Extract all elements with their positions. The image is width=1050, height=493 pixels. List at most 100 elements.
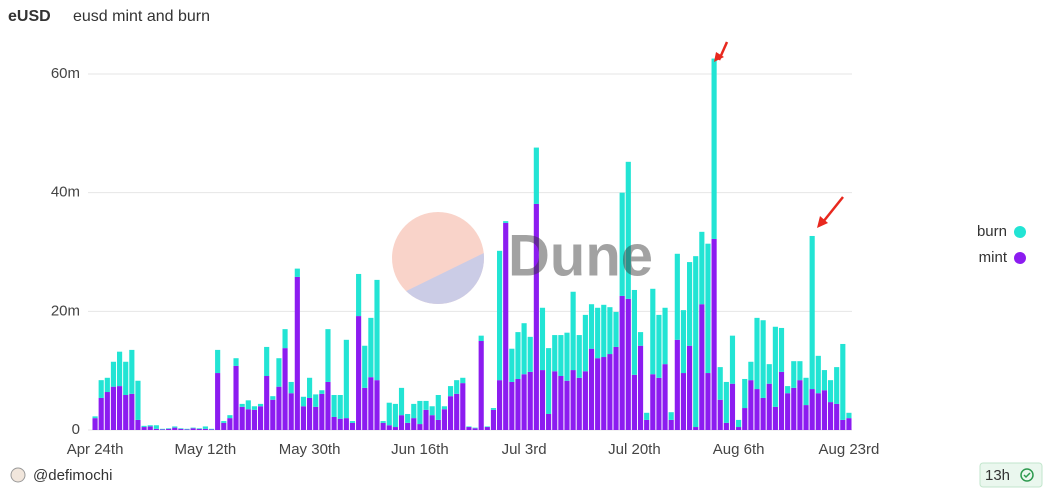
y-tick-label: 40m: [51, 184, 80, 201]
bar-mint: [778, 371, 785, 430]
x-tick-label: May 30th: [279, 441, 341, 458]
x-tick-label: Aug 6th: [713, 441, 765, 458]
bar-mint: [227, 418, 233, 430]
bar-mint: [386, 425, 392, 430]
bar-burn: [546, 348, 552, 414]
bar-burn: [644, 412, 650, 420]
bar-mint: [282, 348, 288, 430]
bar-burn: [772, 326, 778, 407]
bar-mint: [693, 427, 699, 430]
bar-mint: [104, 392, 110, 430]
bar-burn: [803, 377, 809, 406]
bar-burn: [821, 370, 827, 391]
bar-mint: [190, 428, 196, 430]
x-tick-label: Jul 3rd: [502, 441, 547, 458]
x-tick-label: Aug 23rd: [818, 441, 879, 458]
bar-burn: [533, 147, 539, 204]
bar-mint: [368, 377, 374, 430]
bar-burn: [601, 304, 607, 358]
bar-burn: [729, 335, 736, 384]
x-tick-label: Jun 16th: [391, 441, 449, 458]
bar-burn: [613, 311, 619, 347]
bar-burn: [619, 192, 625, 296]
bar-burn: [827, 380, 834, 403]
bar-burn: [785, 386, 791, 394]
bar-burn: [313, 394, 319, 407]
bar-mint: [742, 408, 748, 430]
watermark: Dune: [392, 212, 653, 304]
bar-mint: [791, 387, 797, 430]
bar-burn: [92, 416, 98, 419]
bar-burn: [588, 304, 595, 349]
bar-mint: [374, 380, 380, 430]
bar-burn: [233, 358, 239, 366]
bar-mint: [582, 371, 588, 430]
legend-label[interactable]: burn: [977, 223, 1007, 240]
bar-mint: [644, 419, 650, 430]
bar-burn: [227, 415, 233, 419]
bar-burn: [478, 335, 484, 341]
bar-mint: [435, 419, 441, 430]
dashboard-name[interactable]: eUSD: [8, 8, 51, 25]
bar-burn: [307, 377, 313, 398]
bar-burn: [760, 320, 766, 398]
bar-burn: [736, 419, 742, 428]
bar-burn: [208, 428, 215, 430]
bar-mint: [564, 380, 570, 430]
bar-burn: [276, 358, 282, 387]
bar-mint: [178, 428, 184, 430]
bar-mint: [472, 428, 478, 430]
bar-mint: [405, 422, 411, 430]
y-tick-label: 20m: [51, 302, 80, 319]
watermark-text: Dune: [508, 223, 653, 288]
bar-mint: [153, 428, 159, 430]
bar-mint: [840, 419, 846, 430]
bar-burn: [778, 327, 785, 372]
bar-burn: [539, 307, 546, 371]
bar-burn: [392, 403, 398, 428]
bar-burn: [417, 400, 423, 425]
bar-mint: [533, 203, 539, 430]
y-tick-label: 60m: [51, 65, 80, 82]
bar-mint: [110, 386, 117, 430]
bar-mint: [785, 393, 791, 430]
bar-burn: [748, 361, 754, 381]
bar-mint: [215, 373, 221, 430]
bar-burn: [564, 332, 570, 381]
bar-burn: [466, 426, 472, 428]
annotation-arrows: [714, 41, 844, 228]
bar-burn: [184, 428, 190, 430]
bar-burn: [809, 235, 815, 390]
bar-burn: [815, 355, 821, 394]
bar-mint: [711, 238, 717, 430]
bar-mint: [705, 373, 711, 430]
legend: burn mint: [977, 223, 1026, 266]
bar-mint: [729, 383, 736, 430]
bar-burn: [239, 403, 245, 407]
bar-burn: [454, 380, 460, 394]
bar-mint: [809, 389, 815, 430]
bar-mint: [441, 409, 447, 430]
bar-mint: [484, 427, 490, 430]
bar-mint: [509, 381, 515, 430]
bar-mint: [754, 389, 760, 430]
bar-mint: [546, 413, 552, 430]
bar-mint: [656, 377, 662, 430]
bar-burn: [288, 381, 294, 394]
bar-burn: [319, 390, 325, 394]
bar-burn: [834, 367, 840, 404]
bar-mint: [503, 222, 509, 430]
bar-mint: [613, 346, 619, 430]
bar-burn: [460, 377, 466, 384]
bar-mint: [208, 429, 215, 430]
author[interactable]: @defimochi: [33, 467, 112, 484]
bar-burn: [497, 250, 503, 381]
bar-burn: [650, 288, 656, 375]
bar-burn: [172, 426, 178, 428]
bar-mint: [601, 357, 607, 430]
bar-mint: [307, 397, 313, 430]
bar-mint: [490, 409, 497, 430]
bar-mint: [797, 380, 803, 430]
legend-label[interactable]: mint: [979, 249, 1008, 266]
bar-mint: [637, 345, 644, 430]
